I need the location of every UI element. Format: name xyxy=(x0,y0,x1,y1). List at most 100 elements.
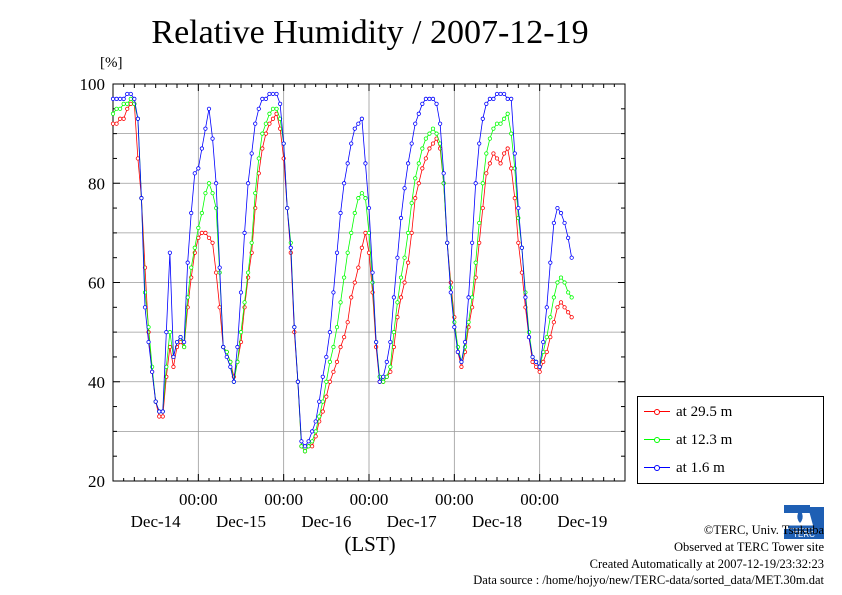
data-point-1 xyxy=(210,191,215,196)
data-point-1 xyxy=(263,121,268,126)
data-point-2 xyxy=(196,166,201,171)
data-point-0 xyxy=(512,196,517,201)
data-point-2 xyxy=(167,250,172,255)
data-point-2 xyxy=(171,354,176,360)
data-point-0 xyxy=(530,359,535,364)
data-point-2 xyxy=(263,96,268,101)
data-point-1 xyxy=(121,101,126,106)
legend-label-1-6m: at 1.6 m xyxy=(676,459,725,476)
legend-item-1-6m: at 1.6 m xyxy=(644,458,725,478)
legend-marker-green xyxy=(644,434,670,446)
data-point-1 xyxy=(114,106,119,111)
data-point-2 xyxy=(438,121,443,126)
data-point-0 xyxy=(519,270,524,275)
data-point-2 xyxy=(125,91,130,97)
data-point-2 xyxy=(413,121,418,126)
data-point-2 xyxy=(132,96,137,101)
data-point-2 xyxy=(530,354,535,360)
series-line-1 xyxy=(112,98,572,452)
data-point-2 xyxy=(313,419,318,424)
data-point-2 xyxy=(246,181,251,186)
data-point-0 xyxy=(121,116,126,121)
data-point-0 xyxy=(566,310,571,315)
data-point-0 xyxy=(548,334,553,340)
data-point-1 xyxy=(509,131,514,136)
data-point-2 xyxy=(157,409,162,414)
data-point-1 xyxy=(402,255,407,260)
data-point-2 xyxy=(228,364,233,369)
data-point-2 xyxy=(306,439,311,444)
data-point-1 xyxy=(484,151,489,156)
data-point-2 xyxy=(150,369,155,374)
data-point-2 xyxy=(541,339,546,345)
data-point-0 xyxy=(125,106,130,111)
data-point-1 xyxy=(313,429,318,434)
data-point-1 xyxy=(349,230,354,235)
data-point-1 xyxy=(260,131,265,136)
data-point-0 xyxy=(320,409,325,414)
y-tick-label: 80 xyxy=(88,174,105,193)
data-point-1 xyxy=(189,265,194,270)
data-point-1 xyxy=(270,106,276,111)
data-point-2 xyxy=(224,354,229,360)
data-point-0 xyxy=(171,364,176,369)
y-tick-label: 40 xyxy=(88,373,105,392)
data-point-1 xyxy=(306,444,311,449)
data-point-1 xyxy=(494,121,500,126)
data-point-2 xyxy=(281,141,286,146)
data-point-2 xyxy=(502,91,507,97)
data-point-2 xyxy=(459,359,464,364)
data-point-0 xyxy=(487,161,492,166)
data-point-1 xyxy=(150,364,155,369)
logo-text: TERC xyxy=(793,530,815,539)
data-point-2 xyxy=(160,409,165,414)
data-point-1 xyxy=(551,295,556,300)
data-point-0 xyxy=(160,414,165,419)
data-point-2 xyxy=(537,364,542,369)
data-point-2 xyxy=(210,136,215,141)
data-point-2 xyxy=(555,205,560,211)
data-point-2 xyxy=(388,339,393,345)
data-point-2 xyxy=(509,96,514,101)
data-point-0 xyxy=(210,240,215,245)
data-point-2 xyxy=(114,96,119,101)
data-point-1 xyxy=(242,300,247,305)
data-point-1 xyxy=(199,210,204,216)
x-date-label: Dec-15 xyxy=(216,512,266,531)
data-point-1 xyxy=(206,181,212,186)
data-point-2 xyxy=(242,230,247,235)
x-date-label: Dec-18 xyxy=(472,512,522,531)
y-axis-unit: [%] xyxy=(100,55,123,71)
data-point-0 xyxy=(494,156,500,161)
data-point-0 xyxy=(338,344,343,350)
data-point-2 xyxy=(551,220,556,226)
data-point-1 xyxy=(310,439,315,444)
data-point-2 xyxy=(174,339,180,345)
data-point-0 xyxy=(402,280,407,285)
data-point-0 xyxy=(217,305,222,310)
source-text: Data source : /home/hojyo/new/TERC-data/… xyxy=(473,573,824,588)
data-point-1 xyxy=(128,96,133,101)
data-point-0 xyxy=(413,196,418,201)
x-date-label: Dec-17 xyxy=(387,512,438,531)
data-point-1 xyxy=(274,106,279,111)
data-point-2 xyxy=(395,255,400,260)
data-point-0 xyxy=(480,205,485,211)
data-point-1 xyxy=(434,131,439,136)
data-point-1 xyxy=(327,359,332,364)
data-point-0 xyxy=(242,305,247,310)
data-point-1 xyxy=(473,260,478,265)
data-point-2 xyxy=(338,210,343,216)
data-point-2 xyxy=(217,265,222,270)
data-point-2 xyxy=(320,374,325,379)
data-point-2 xyxy=(231,379,236,384)
data-point-2 xyxy=(349,141,354,146)
x-tick-label: 00:00 xyxy=(520,490,559,509)
data-point-0 xyxy=(498,161,503,166)
data-point-2 xyxy=(544,305,549,310)
data-point-2 xyxy=(192,171,197,176)
data-point-1 xyxy=(555,280,560,285)
data-point-1 xyxy=(370,280,375,285)
data-point-2 xyxy=(334,250,340,255)
data-point-0 xyxy=(534,364,539,369)
